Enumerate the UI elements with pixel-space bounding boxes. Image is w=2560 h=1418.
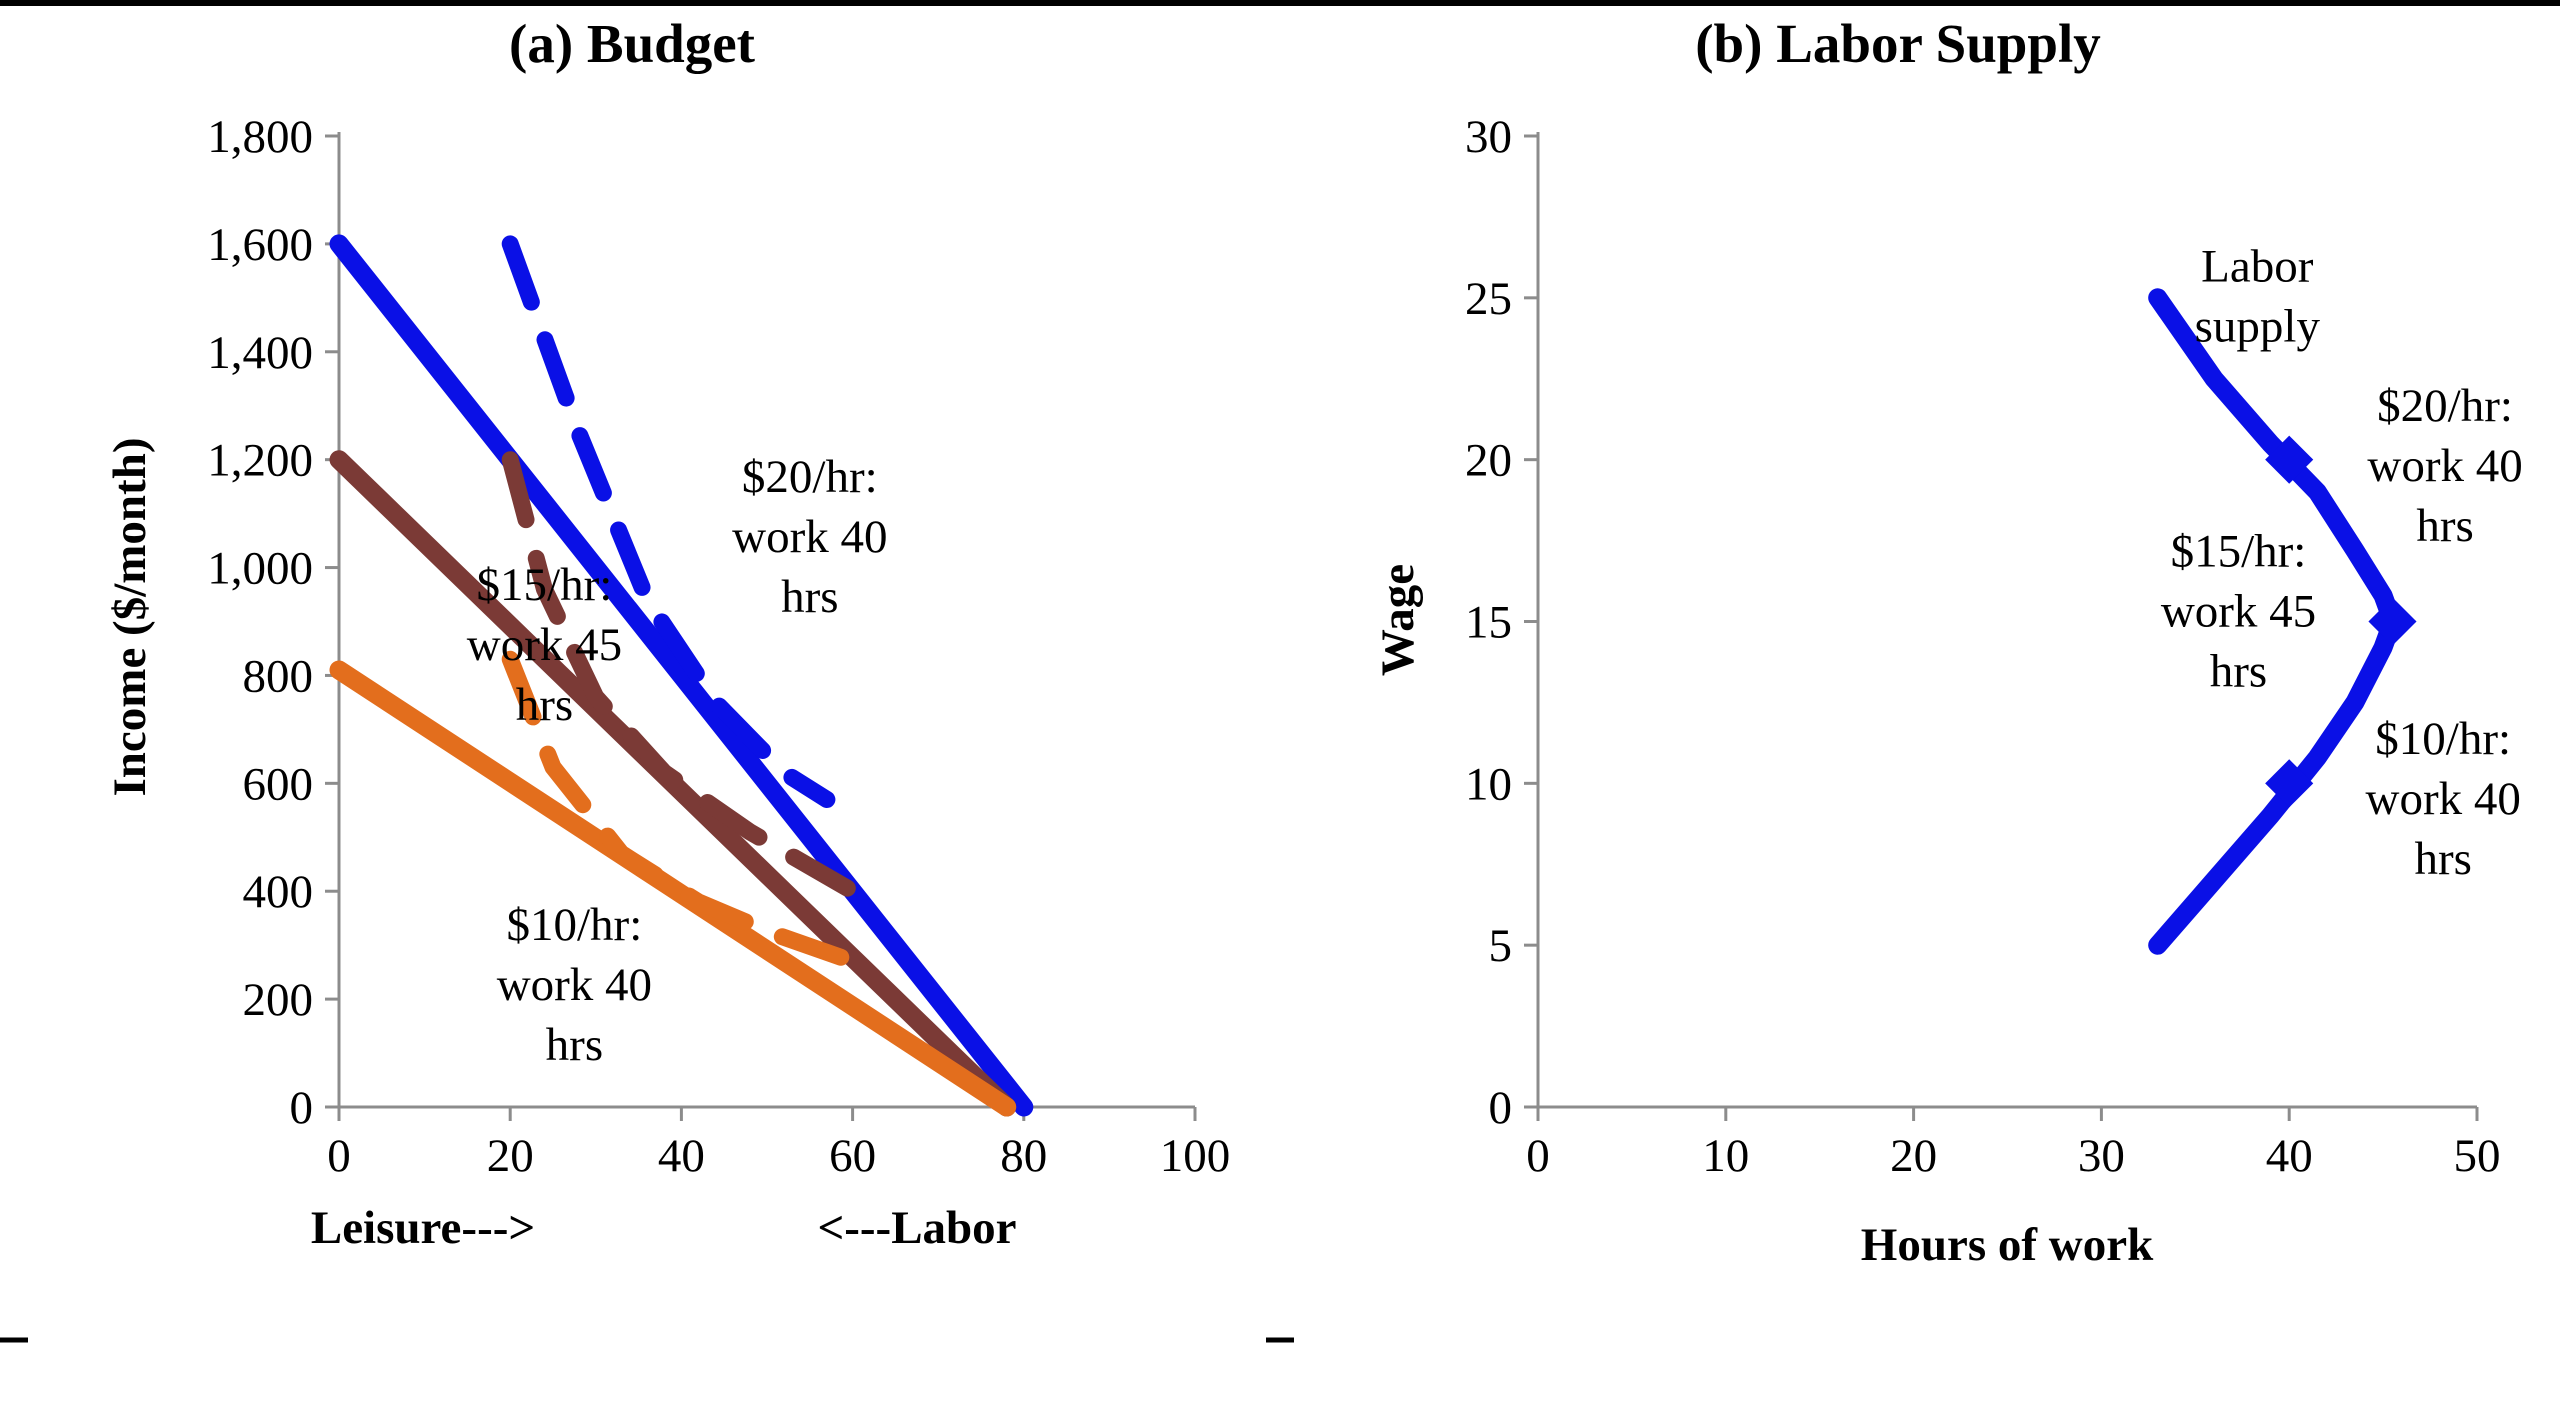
budget-series-0-solid [329, 234, 1034, 1117]
budget-series-3-dashed [501, 235, 836, 808]
labor-supply-annotation: $15/hr: work 45 hrs [2161, 525, 2316, 697]
budget-series-4-dashed [501, 451, 862, 900]
budget-x-tick-label: 80 [1000, 1130, 1047, 1182]
labor-supply-annotation: $20/hr: work 40 hrs [2367, 380, 2522, 552]
budget-annotation-line: hrs [546, 1019, 603, 1071]
budget-annotation-line: hrs [516, 679, 573, 731]
labor-supply-y-tick-label: 25 [1465, 273, 1512, 325]
budget-annotation-line: $15/hr: [477, 559, 613, 611]
labor-supply-annotation-line: $10/hr: [2375, 713, 2511, 765]
budget-annotation-line: $20/hr: [742, 451, 878, 503]
labor-supply-y-tick-label: 20 [1465, 435, 1512, 487]
labor-supply-annotation-line: work 40 [2366, 773, 2521, 825]
budget-x-tick-label: 0 [327, 1130, 351, 1182]
budget-annotation-line: work 40 [497, 959, 652, 1011]
labor-supply-y-tick-label: 5 [1489, 920, 1513, 972]
budget-series-2-solid [329, 660, 1017, 1117]
budget-annotation: $10/hr: work 40 hrs [497, 899, 652, 1071]
budget-x-tick-label: 60 [829, 1130, 876, 1182]
labor-supply-series-marker [2265, 435, 2314, 484]
labor-supply-y-axis-label: Wage [1372, 564, 1424, 676]
labor-supply-annotation: Labor supply [2195, 241, 2321, 353]
budget-y-tick-label: 1,000 [207, 543, 313, 595]
labor-supply-annotation-line: work 45 [2161, 585, 2316, 637]
labor-supply-x-axis-label: Hours of work [1861, 1219, 2154, 1271]
budget-x-tick-label: 20 [487, 1130, 534, 1182]
budget-y-tick-label: 400 [243, 866, 314, 918]
labor-supply-annotation: $10/hr: work 40 hrs [2366, 713, 2521, 885]
budget-y-tick-label: 1,400 [207, 327, 313, 379]
labor-supply-x-tick-label: 20 [1890, 1130, 1937, 1182]
budget-annotation-line: work 45 [467, 619, 622, 671]
labor-supply-chart: (b) Labor Supply Wage Hours of work 0 5 10… [1372, 13, 2523, 1271]
budget-y-axis-label: Income ($/month) [104, 438, 156, 797]
budget-chart-title: (a) Budget [509, 13, 756, 74]
labor-supply-x-tick-label: 0 [1526, 1130, 1550, 1182]
labor-supply-annotation-line: $20/hr: [2377, 380, 2513, 432]
budget-series-5-dashed [501, 650, 862, 970]
labor-supply-series-marker [2265, 759, 2314, 808]
budget-annotation-line: work 40 [732, 511, 887, 563]
labor-supply-series-marker [2368, 597, 2417, 646]
budget-chart: (a) Budget Income ($/month) Leisure---> … [104, 13, 1230, 1254]
labor-supply-annotation-line: hrs [2210, 645, 2267, 697]
labor-supply-y-tick-label: 10 [1465, 758, 1512, 810]
budget-y-tick-label: 1,600 [207, 219, 313, 271]
labor-supply-chart-title: (b) Labor Supply [1695, 13, 2101, 74]
labor-supply-x-tick-label: 30 [2078, 1130, 2125, 1182]
labor-supply-y-tick-label: 0 [1489, 1082, 1513, 1134]
labor-supply-annotation-line: hrs [2416, 500, 2473, 552]
labor-supply-x-tick-label: 50 [2454, 1130, 2501, 1182]
budget-y-tick-label: 200 [243, 974, 314, 1026]
budget-y-tick-label: 800 [243, 650, 314, 702]
labor-supply-annotation-line: hrs [2414, 833, 2471, 885]
budget-x-axis-label-leisure: Leisure---> [311, 1202, 535, 1254]
budget-y-tick-label: 600 [243, 758, 314, 810]
budget-y-tick-label: 1,200 [207, 435, 313, 487]
budget-x-tick-label: 100 [1160, 1130, 1231, 1182]
labor-supply-annotation-line: Labor [2201, 241, 2314, 293]
budget-x-axis-label-labor: <---Labor [817, 1202, 1016, 1254]
labor-supply-x-tick-label: 10 [1702, 1130, 1749, 1182]
budget-y-tick-label: 1,800 [207, 111, 313, 163]
labor-supply-annotation-line: work 40 [2367, 440, 2522, 492]
budget-annotation: $15/hr: work 45 hrs [467, 559, 622, 731]
labor-supply-x-tick-label: 40 [2266, 1130, 2313, 1182]
labor-supply-y-tick-label: 30 [1465, 111, 1512, 163]
labor-supply-annotation-line: $15/hr: [2171, 525, 2307, 577]
budget-y-tick-label: 0 [290, 1082, 314, 1134]
budget-annotation-line: hrs [781, 571, 838, 623]
labor-supply-y-tick-label: 15 [1465, 597, 1512, 649]
budget-annotation-line: $10/hr: [507, 899, 643, 951]
budget-annotation: $20/hr: work 40 hrs [732, 451, 887, 623]
budget-x-tick-label: 40 [658, 1130, 705, 1182]
labor-supply-annotation-line: supply [2195, 301, 2321, 353]
